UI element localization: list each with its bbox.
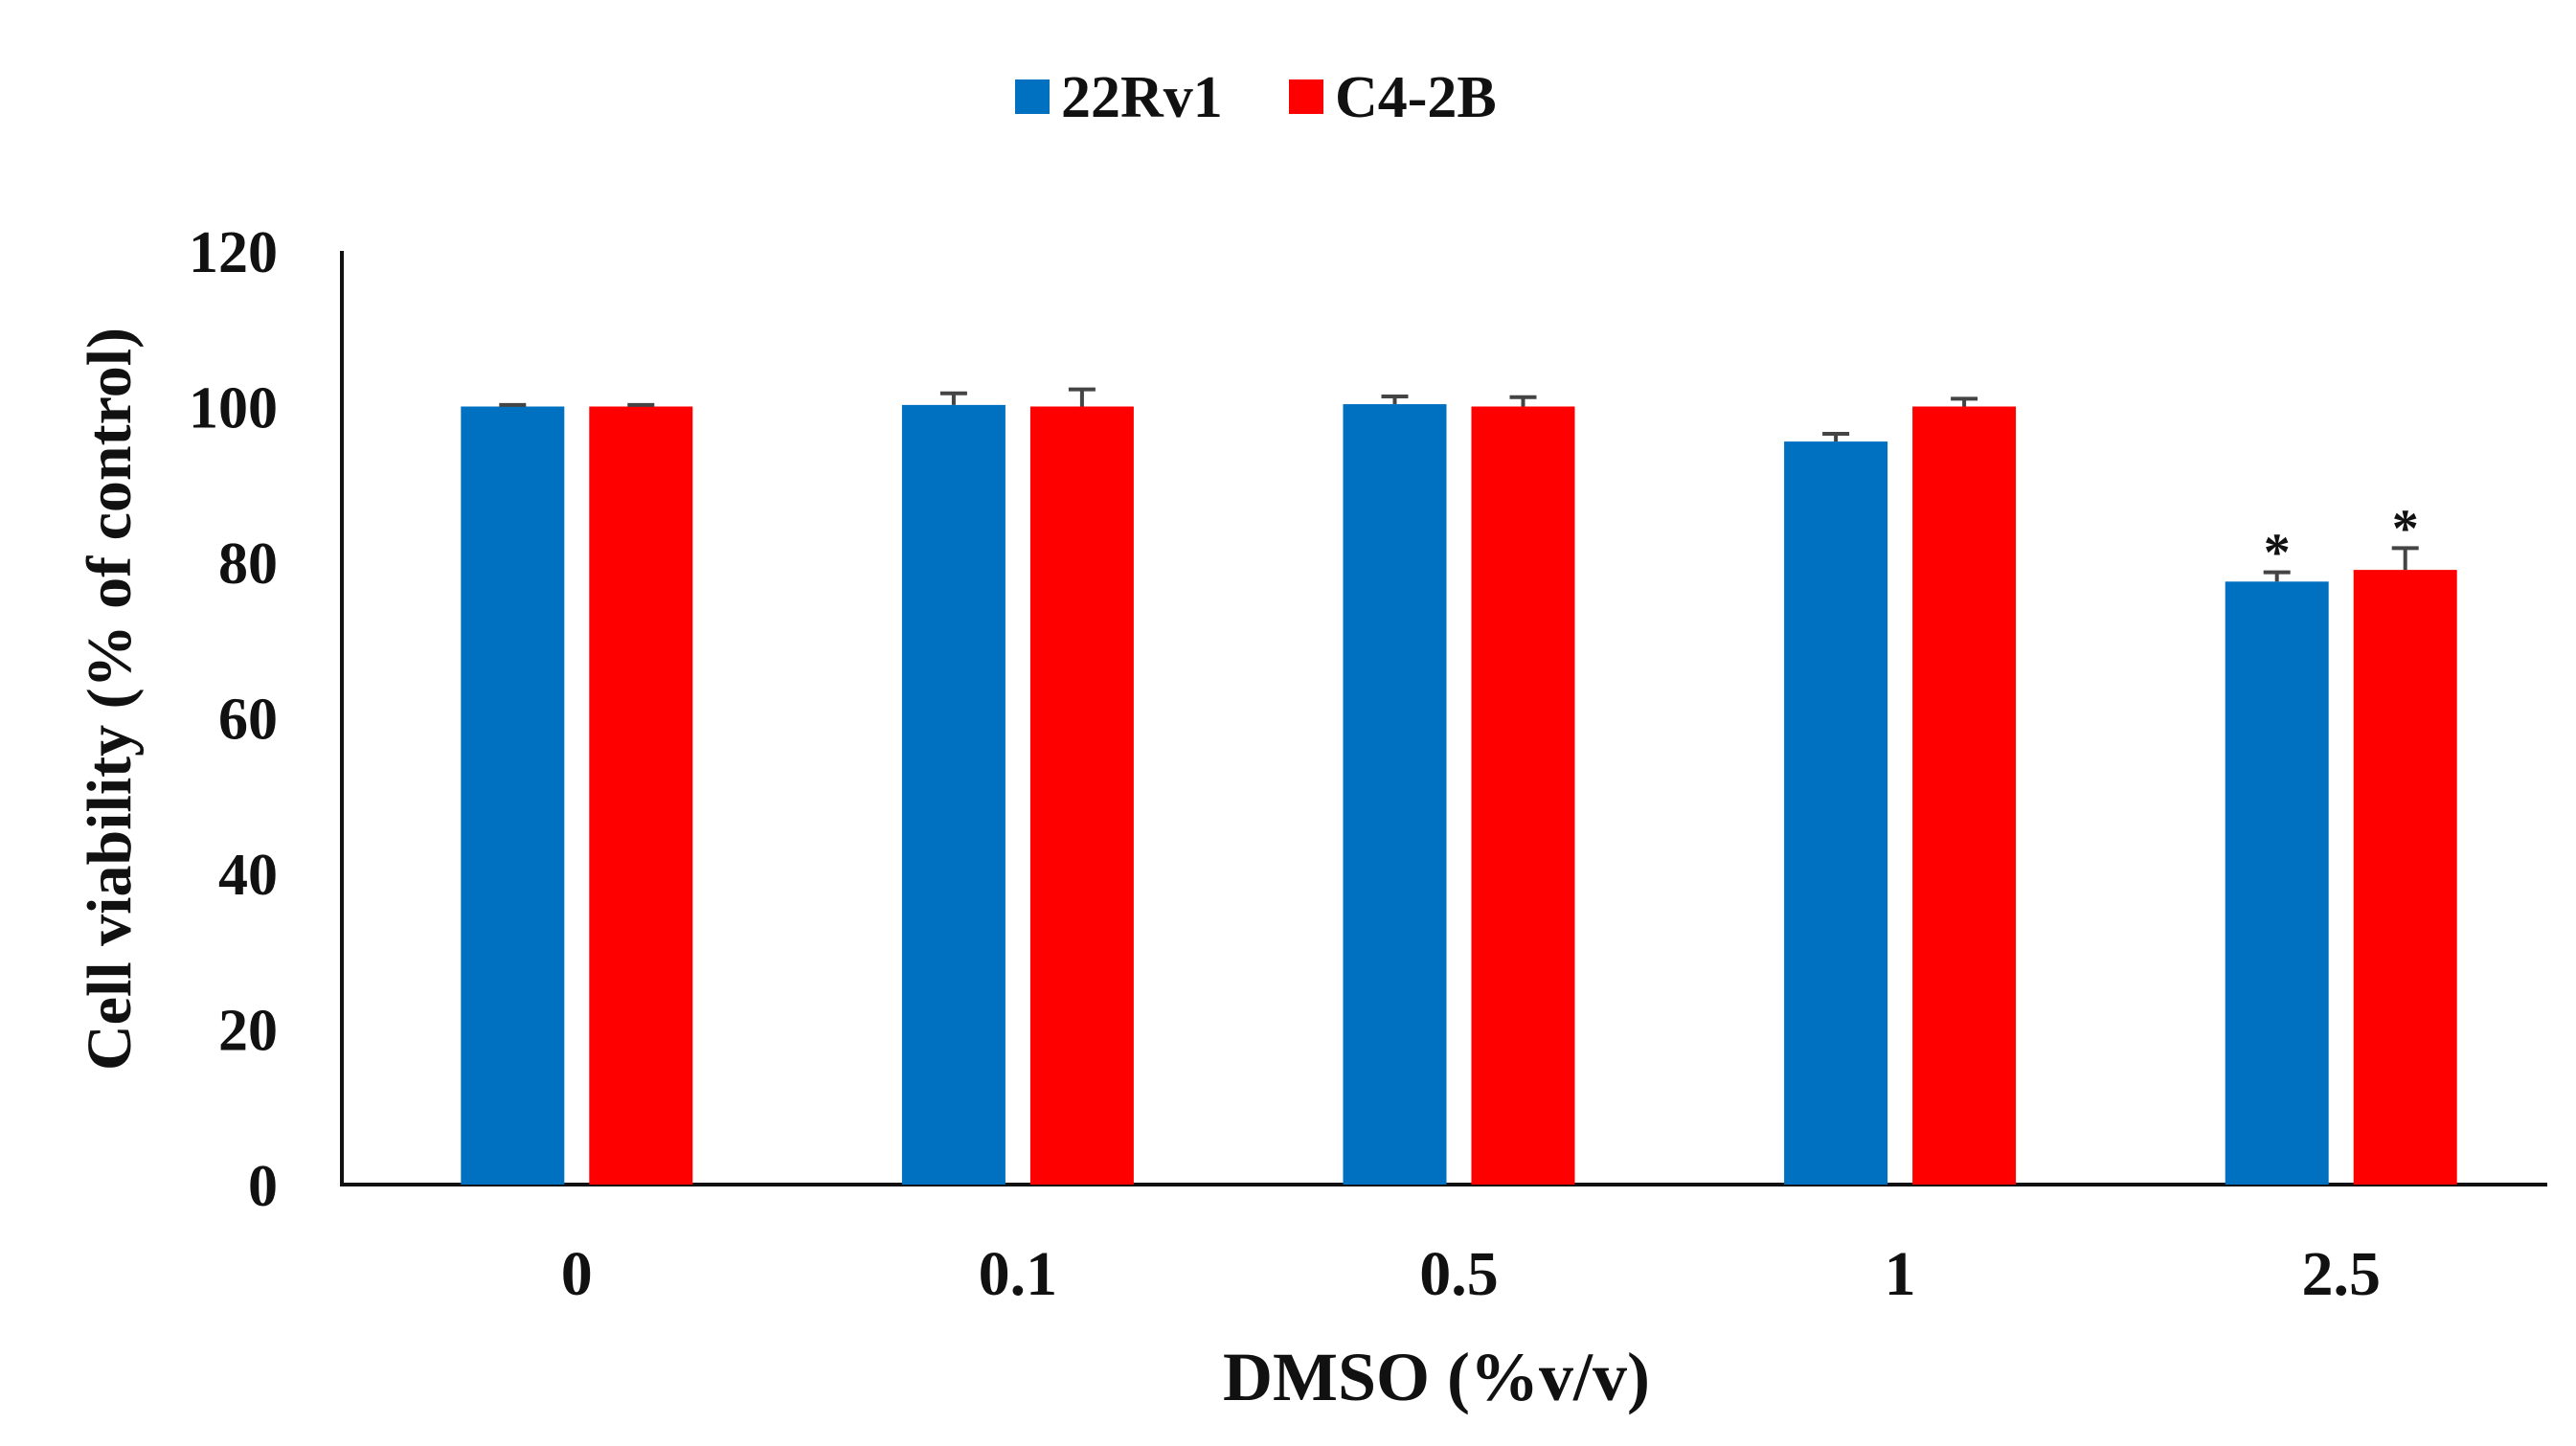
bar-22rv1-1 [1784,441,1888,1185]
y-tick-labels: 0 20 40 60 80 100 120 [189,220,278,1219]
y-tick-label: 20 [218,999,278,1064]
x-tick-label: 0.1 [979,1239,1058,1309]
significance-marker: * [2264,524,2291,583]
bar-22rv1-0 [461,406,565,1185]
bar-22rv1-2.5 [2225,581,2329,1185]
y-tick-label: 60 [218,688,278,753]
y-axis-title: Cell viability (% of control) [75,328,145,1071]
error-bars [499,387,2419,582]
significance-annotations: * * [2264,499,2419,582]
legend: 22Rv1 C4-2B [1015,65,1497,130]
x-axis-title: DMSO (%v/v) [1223,1339,1650,1415]
bar-c4-2b-2.5 [2353,570,2457,1185]
bar-c4-2b-0.1 [1029,406,1134,1185]
x-tick-labels: 0 0.1 0.5 1 2.5 [561,1239,2381,1309]
x-tick-label: 0 [561,1239,593,1309]
y-tick-label: 120 [189,220,278,285]
y-tick-label: 40 [218,843,278,908]
bar-22rv1-0.1 [901,404,1006,1185]
legend-label-c4-2b: C4-2B [1335,65,1497,130]
y-tick-label: 100 [189,376,278,441]
x-tick-label: 0.5 [1419,1239,1499,1309]
bars [461,404,2457,1185]
bar-c4-2b-1 [1912,406,2017,1185]
y-tick-label: 0 [248,1154,278,1219]
significance-marker: * [2392,499,2419,558]
legend-label-22rv1: 22Rv1 [1061,65,1223,130]
bar-22rv1-0.5 [1343,404,1447,1185]
x-tick-label: 1 [1885,1239,1916,1309]
bar-c4-2b-0 [589,406,693,1185]
legend-swatch-22rv1 [1015,79,1050,114]
legend-swatch-c4-2b [1289,79,1323,114]
x-tick-label: 2.5 [2301,1239,2381,1309]
y-tick-label: 80 [218,531,278,597]
bar-c4-2b-0.5 [1471,406,1575,1185]
